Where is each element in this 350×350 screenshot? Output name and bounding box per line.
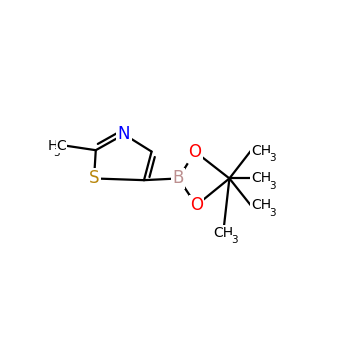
Text: CH: CH <box>251 172 271 186</box>
Text: 3: 3 <box>269 208 275 218</box>
Text: CH: CH <box>251 198 271 212</box>
Text: CH: CH <box>213 226 233 240</box>
Text: C: C <box>56 139 66 153</box>
Text: 3: 3 <box>53 148 60 158</box>
Text: H: H <box>48 139 58 153</box>
Text: B: B <box>173 169 184 188</box>
Text: CH: CH <box>251 144 271 158</box>
Text: 3: 3 <box>231 236 237 245</box>
Text: O: O <box>189 142 202 161</box>
Text: O: O <box>190 196 203 214</box>
Text: N: N <box>118 125 130 144</box>
Text: 3: 3 <box>269 153 275 163</box>
Text: 3: 3 <box>269 181 275 191</box>
Text: S: S <box>89 169 99 188</box>
